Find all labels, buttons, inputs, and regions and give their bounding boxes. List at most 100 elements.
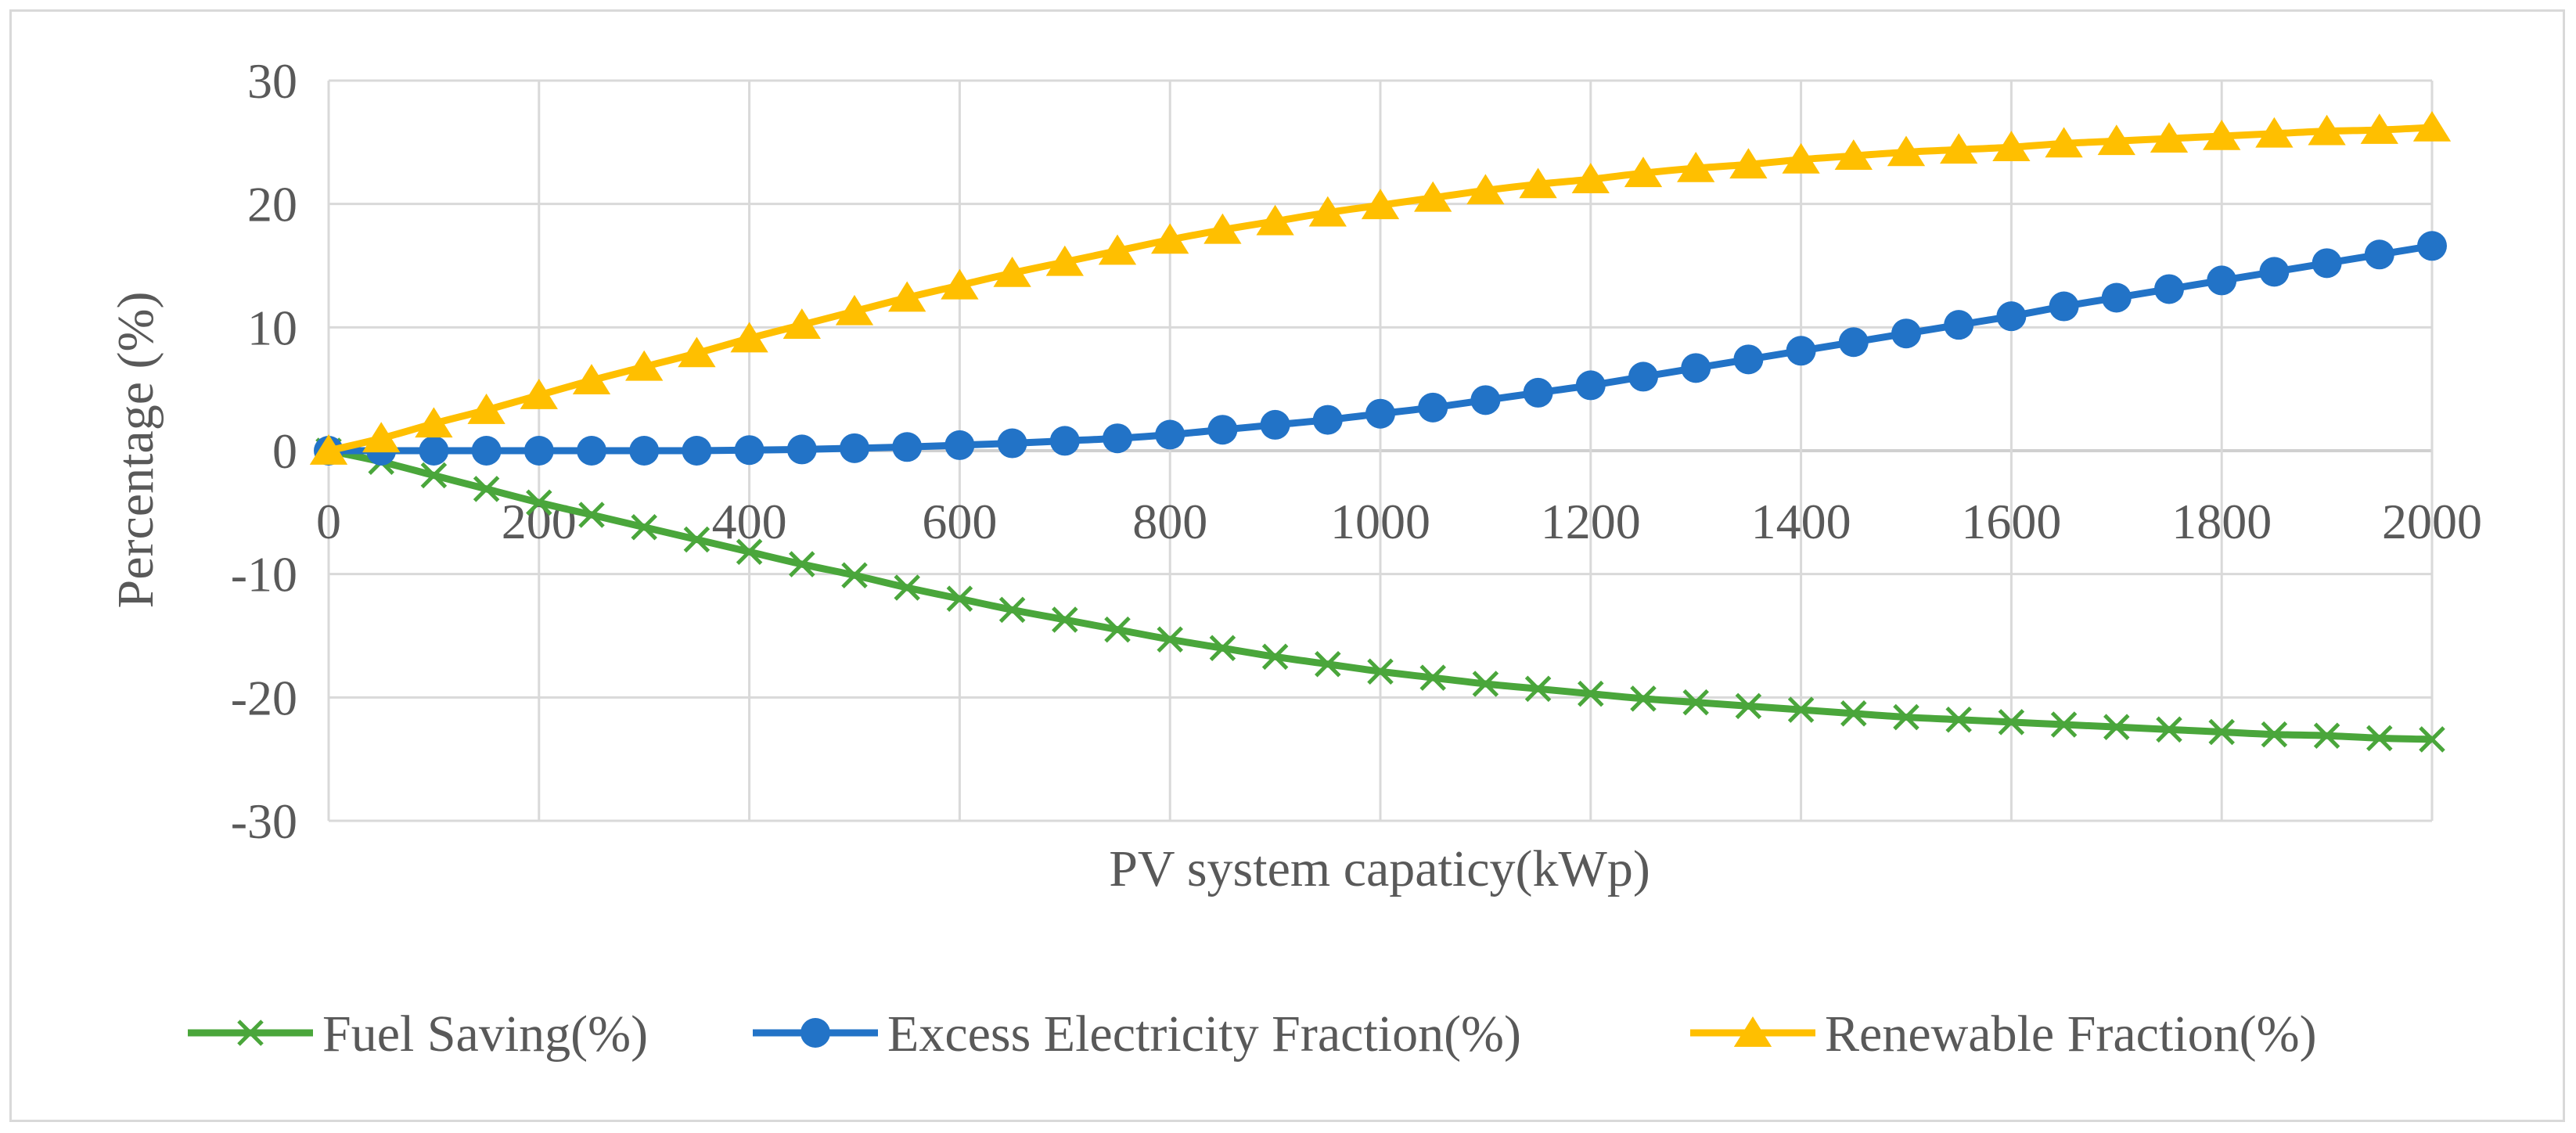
data-point [2154, 274, 2184, 304]
data-point [1049, 426, 1080, 456]
legend-marker [801, 1018, 830, 1048]
data-point [892, 432, 923, 462]
data-point [1729, 148, 1768, 179]
data-point [1677, 151, 1715, 182]
data-point [1786, 336, 1816, 366]
data-point [997, 428, 1027, 459]
data-point [1944, 310, 1974, 340]
data-point [1733, 344, 1764, 375]
data-point [577, 436, 606, 466]
data-point [1052, 606, 1078, 633]
x-tick-label: 0 [316, 494, 341, 549]
legend-entry-fuel-saving: Fuel Saving(%) [188, 1005, 648, 1063]
series-renewable-fraction [309, 110, 2452, 465]
data-point [420, 462, 448, 489]
data-point [1361, 189, 1400, 220]
data-point [1209, 635, 1236, 662]
data-point [572, 364, 611, 394]
data-point [1256, 204, 1294, 236]
data-point [1575, 370, 1606, 401]
y-axis-title: Percentage (%) [107, 292, 164, 609]
data-point [998, 596, 1026, 624]
data-point [1992, 131, 2031, 161]
legend-marker-renewable-fraction [1733, 1016, 1772, 1047]
data-point [2207, 265, 2237, 296]
data-point [1203, 213, 1242, 244]
x-tick-label: 1400 [1751, 494, 1851, 549]
data-point [2308, 114, 2346, 146]
data-point [2255, 117, 2294, 148]
data-point [1472, 671, 1499, 697]
data-point [1103, 423, 1132, 454]
data-point [2417, 231, 2447, 261]
data-point [789, 551, 815, 577]
data-point [1524, 675, 1552, 703]
data-point [2103, 714, 2130, 740]
y-tick-labels: 30 20 10 0 -10 -20 -30 [231, 53, 297, 849]
data-point [1104, 616, 1131, 643]
data-point [941, 268, 979, 300]
data-point [1630, 685, 1657, 712]
data-point [888, 281, 926, 312]
data-point [1681, 353, 1711, 383]
x-tick-label: 800 [1132, 494, 1207, 549]
data-point [1838, 327, 1869, 358]
data-point [993, 256, 1031, 287]
data-point [736, 538, 763, 566]
data-point [2045, 127, 2083, 158]
data-point [1260, 409, 1290, 440]
data-point [526, 489, 552, 516]
data-point [467, 393, 505, 424]
x-tick-label: 1800 [2171, 494, 2272, 549]
x-tick-label: 1600 [1961, 494, 2061, 549]
chart-frame [9, 9, 2565, 1122]
y-tick-label: 10 [247, 300, 297, 355]
data-point [1996, 301, 2027, 332]
y-tick-label: 20 [247, 177, 297, 232]
data-point [2156, 716, 2182, 743]
data-point [2050, 711, 2078, 738]
y-tick-label: 30 [247, 53, 297, 109]
data-point [471, 436, 502, 466]
data-point [734, 435, 765, 466]
data-point [2049, 291, 2079, 322]
data-point [523, 436, 554, 466]
legend-marker-excess-electricity [801, 1018, 830, 1048]
data-point [631, 513, 657, 541]
data-point [1414, 181, 1452, 212]
data-point [1365, 398, 1395, 429]
y-tick-label: -20 [231, 670, 297, 725]
data-point [578, 502, 605, 528]
x-tick-label: 400 [712, 494, 787, 549]
legend-label-renewable-fraction: Renewable Fraction(%) [1825, 1005, 2317, 1063]
data-point [625, 350, 664, 381]
data-point [1312, 405, 1343, 435]
data-point [2366, 725, 2393, 752]
data-point [1578, 680, 1604, 707]
legend-marker [1733, 1016, 1772, 1047]
data-point [2419, 726, 2445, 753]
data-point [1523, 377, 1553, 408]
data-point [1893, 703, 1919, 731]
y-tick-label: -30 [231, 793, 297, 849]
data-point [2412, 110, 2452, 142]
data-point [1470, 385, 1501, 415]
data-point [2261, 721, 2288, 748]
x-axis-title: PV system capaticy(kWp) [1109, 840, 1650, 897]
data-point [473, 476, 500, 502]
data-point [730, 322, 768, 353]
data-point [1945, 706, 1972, 733]
data-point [682, 436, 712, 466]
data-point [1940, 133, 1978, 164]
data-point [678, 336, 716, 368]
data-point [362, 422, 401, 453]
legend-entry-excess-electricity: Excess Electricity Fraction(%) [753, 1005, 1521, 1063]
data-point [1157, 626, 1183, 653]
data-point [786, 434, 817, 465]
data-point [2259, 257, 2290, 287]
data-point [1571, 163, 1610, 193]
data-point [1624, 156, 1663, 188]
data-point [520, 379, 558, 409]
data-point [2101, 282, 2132, 313]
